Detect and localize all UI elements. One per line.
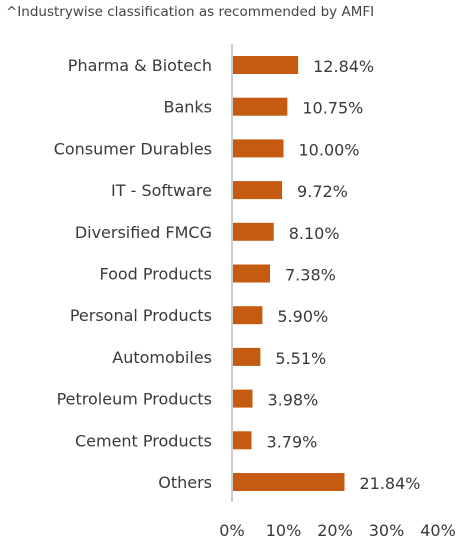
- value-label-7: 5.51%: [275, 349, 326, 368]
- category-label-6: Personal Products: [70, 306, 212, 325]
- x-tick-labels-group: 0% 10% 20% 30% 40%: [219, 521, 455, 540]
- bar-8: [233, 389, 253, 408]
- x-tick-label-4: 40%: [420, 521, 456, 540]
- value-label-6: 5.90%: [277, 307, 328, 326]
- classification-note: ^Industrywise classification as recommen…: [6, 4, 375, 20]
- category-label-2: Consumer Durables: [54, 139, 212, 158]
- bars-group: [233, 56, 345, 491]
- bar-3: [233, 181, 283, 200]
- category-label-10: Others: [158, 473, 212, 492]
- category-label-7: Automobiles: [112, 348, 212, 367]
- category-label-1: Banks: [163, 98, 212, 117]
- value-label-4: 8.10%: [289, 224, 340, 243]
- value-label-9: 3.79%: [267, 432, 318, 451]
- category-label-5: Food Products: [99, 265, 212, 284]
- bar-1: [233, 97, 288, 116]
- bar-4: [233, 222, 274, 241]
- category-label-4: Diversified FMCG: [75, 223, 212, 242]
- bar-7: [233, 347, 261, 366]
- value-label-1: 10.75%: [302, 99, 363, 118]
- value-label-3: 9.72%: [297, 182, 348, 201]
- x-tick-label-0: 0%: [219, 521, 244, 540]
- x-tick-label-1: 10%: [266, 521, 302, 540]
- x-tick-label-3: 30%: [369, 521, 405, 540]
- x-tick-label-2: 20%: [317, 521, 353, 540]
- value-label-0: 12.84%: [313, 57, 374, 76]
- value-label-10: 21.84%: [359, 474, 420, 493]
- bar-2: [233, 139, 284, 158]
- bar-5: [233, 264, 271, 283]
- value-label-5: 7.38%: [285, 266, 336, 285]
- category-label-8: Petroleum Products: [57, 390, 212, 409]
- bar-10: [233, 473, 345, 491]
- bar-9: [233, 431, 252, 450]
- category-label-9: Cement Products: [75, 431, 212, 450]
- bar-6: [233, 306, 263, 325]
- category-label-0: Pharma & Biotech: [68, 56, 212, 75]
- category-labels-group: Pharma & Biotech Banks Consumer Durables IT…: [54, 56, 212, 492]
- category-label-3: IT - Software: [111, 181, 212, 200]
- value-label-2: 10.00%: [299, 140, 360, 159]
- value-label-8: 3.98%: [267, 391, 318, 410]
- bar-0: [233, 56, 299, 74]
- value-labels-group: 12.84% 10.75% 10.00% 9.72% 8.10% 7.38% 5.90% 5.…: [267, 57, 421, 493]
